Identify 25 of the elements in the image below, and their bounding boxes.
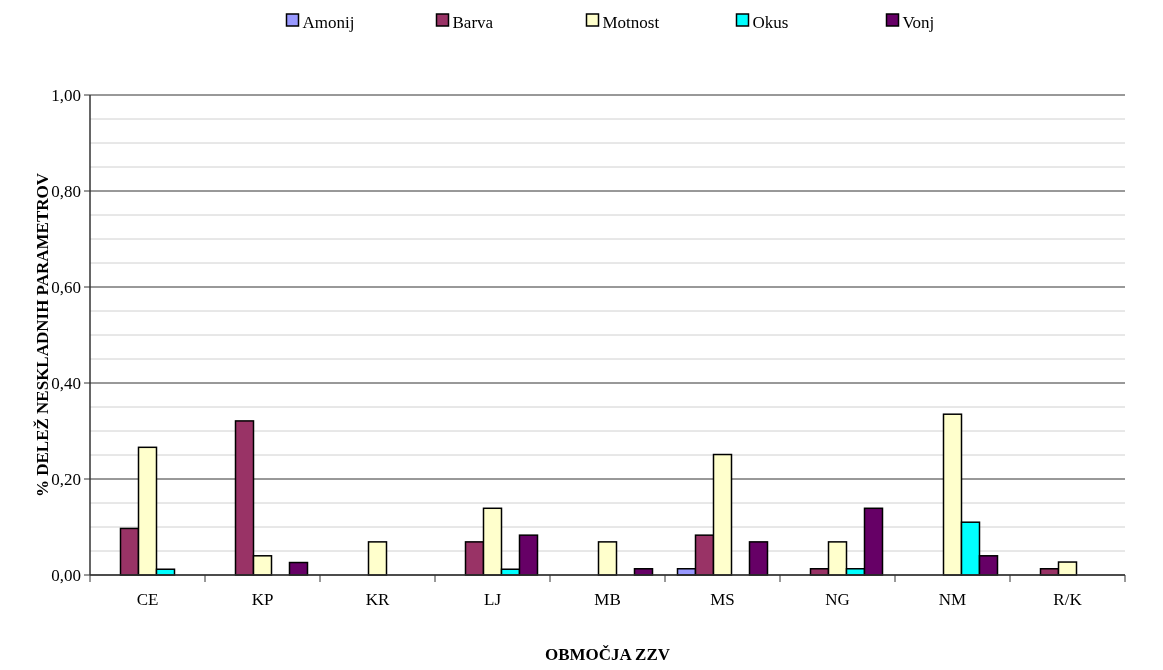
x-tick-label: KR [365, 590, 390, 609]
y-tick-label: 0,40 [51, 373, 81, 393]
legend-label: Vonj [902, 12, 935, 32]
x-tick-label: NM [938, 590, 967, 609]
bar [748, 541, 769, 576]
x-tick-label: LJ [484, 590, 502, 609]
x-axis-title: OBMOČJA ZZV [544, 645, 671, 664]
x-tick-label: MB [594, 590, 621, 609]
x-tick-label: R/K [1053, 590, 1083, 609]
y-axis-title: % DELEŽ NESKLADNIH PARAMETROV [33, 172, 52, 498]
bar [597, 541, 618, 576]
x-tick-label: KP [251, 590, 274, 609]
y-tick-label: 1,00 [51, 85, 81, 105]
legend-label: Barva [452, 12, 494, 32]
y-tick-label: 0,20 [51, 469, 81, 489]
legend-label: Motnost [602, 12, 660, 32]
bar [367, 541, 388, 576]
x-tick-label: CE [136, 590, 159, 609]
legend-label: Amonij [302, 12, 355, 32]
x-tick-label: MS [710, 590, 735, 609]
x-tick-label: NG [825, 590, 850, 609]
y-tick-label: 0,60 [51, 277, 81, 297]
y-tick-label: 0,00 [51, 565, 81, 585]
legend-label: Okus [752, 12, 789, 32]
y-tick-label: 0,80 [51, 181, 81, 201]
